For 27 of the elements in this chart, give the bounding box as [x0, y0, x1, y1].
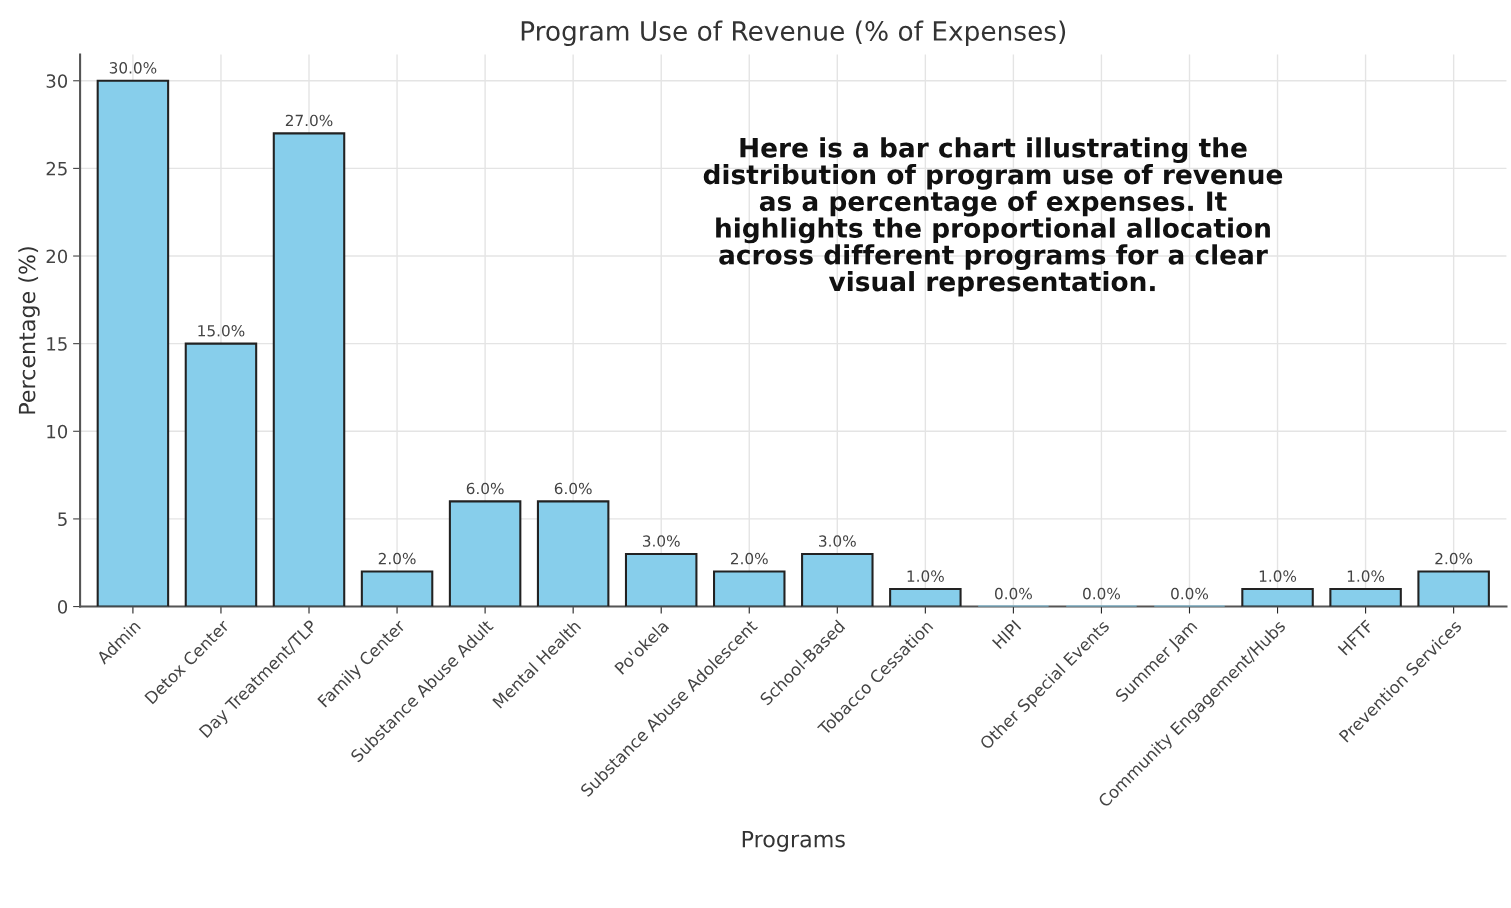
data-label: 30.0% [109, 62, 157, 74]
data-label: 2.0% [730, 552, 768, 565]
y-tick-label: 20 [46, 249, 68, 264]
data-label: 1.0% [1259, 570, 1297, 582]
data-label: 15.0% [198, 324, 245, 337]
chart-title: Program Use of Revenue (% of Expenses) [521, 20, 1066, 47]
annotation: Here is a bar chart illustrating the distribution of program use of revenue as a percentage of expenses. It highlights the proportional allocation across different programs for a clear visual representation. [703, 137, 1283, 297]
data-label: 3.0% [642, 535, 680, 547]
data-label: 27.0% [285, 114, 333, 127]
x-axis-title: Programs [742, 830, 845, 852]
y-tick-label: 5 [58, 512, 67, 527]
y-tick-label: 15 [47, 337, 67, 351]
data-label: 0.0% [1171, 587, 1209, 600]
y-tick-label: 25 [46, 161, 67, 176]
data-label: 1.0% [1347, 570, 1385, 582]
y-tick-label: 0 [57, 600, 68, 614]
data-label: 0.0% [995, 587, 1032, 600]
data-label: 2.0% [1435, 552, 1473, 565]
y-axis-title: Percentage (%) [18, 247, 40, 414]
data-label: 2.0% [378, 552, 416, 565]
y-tick-label: 30 [46, 74, 68, 88]
y-tick-label: 10 [47, 424, 68, 439]
data-label: 6.0% [466, 482, 504, 495]
data-label: 6.0% [554, 482, 592, 495]
data-label: 3.0% [819, 535, 856, 547]
data-label: 1.0% [907, 570, 944, 582]
data-label: 0.0% [1083, 587, 1121, 600]
